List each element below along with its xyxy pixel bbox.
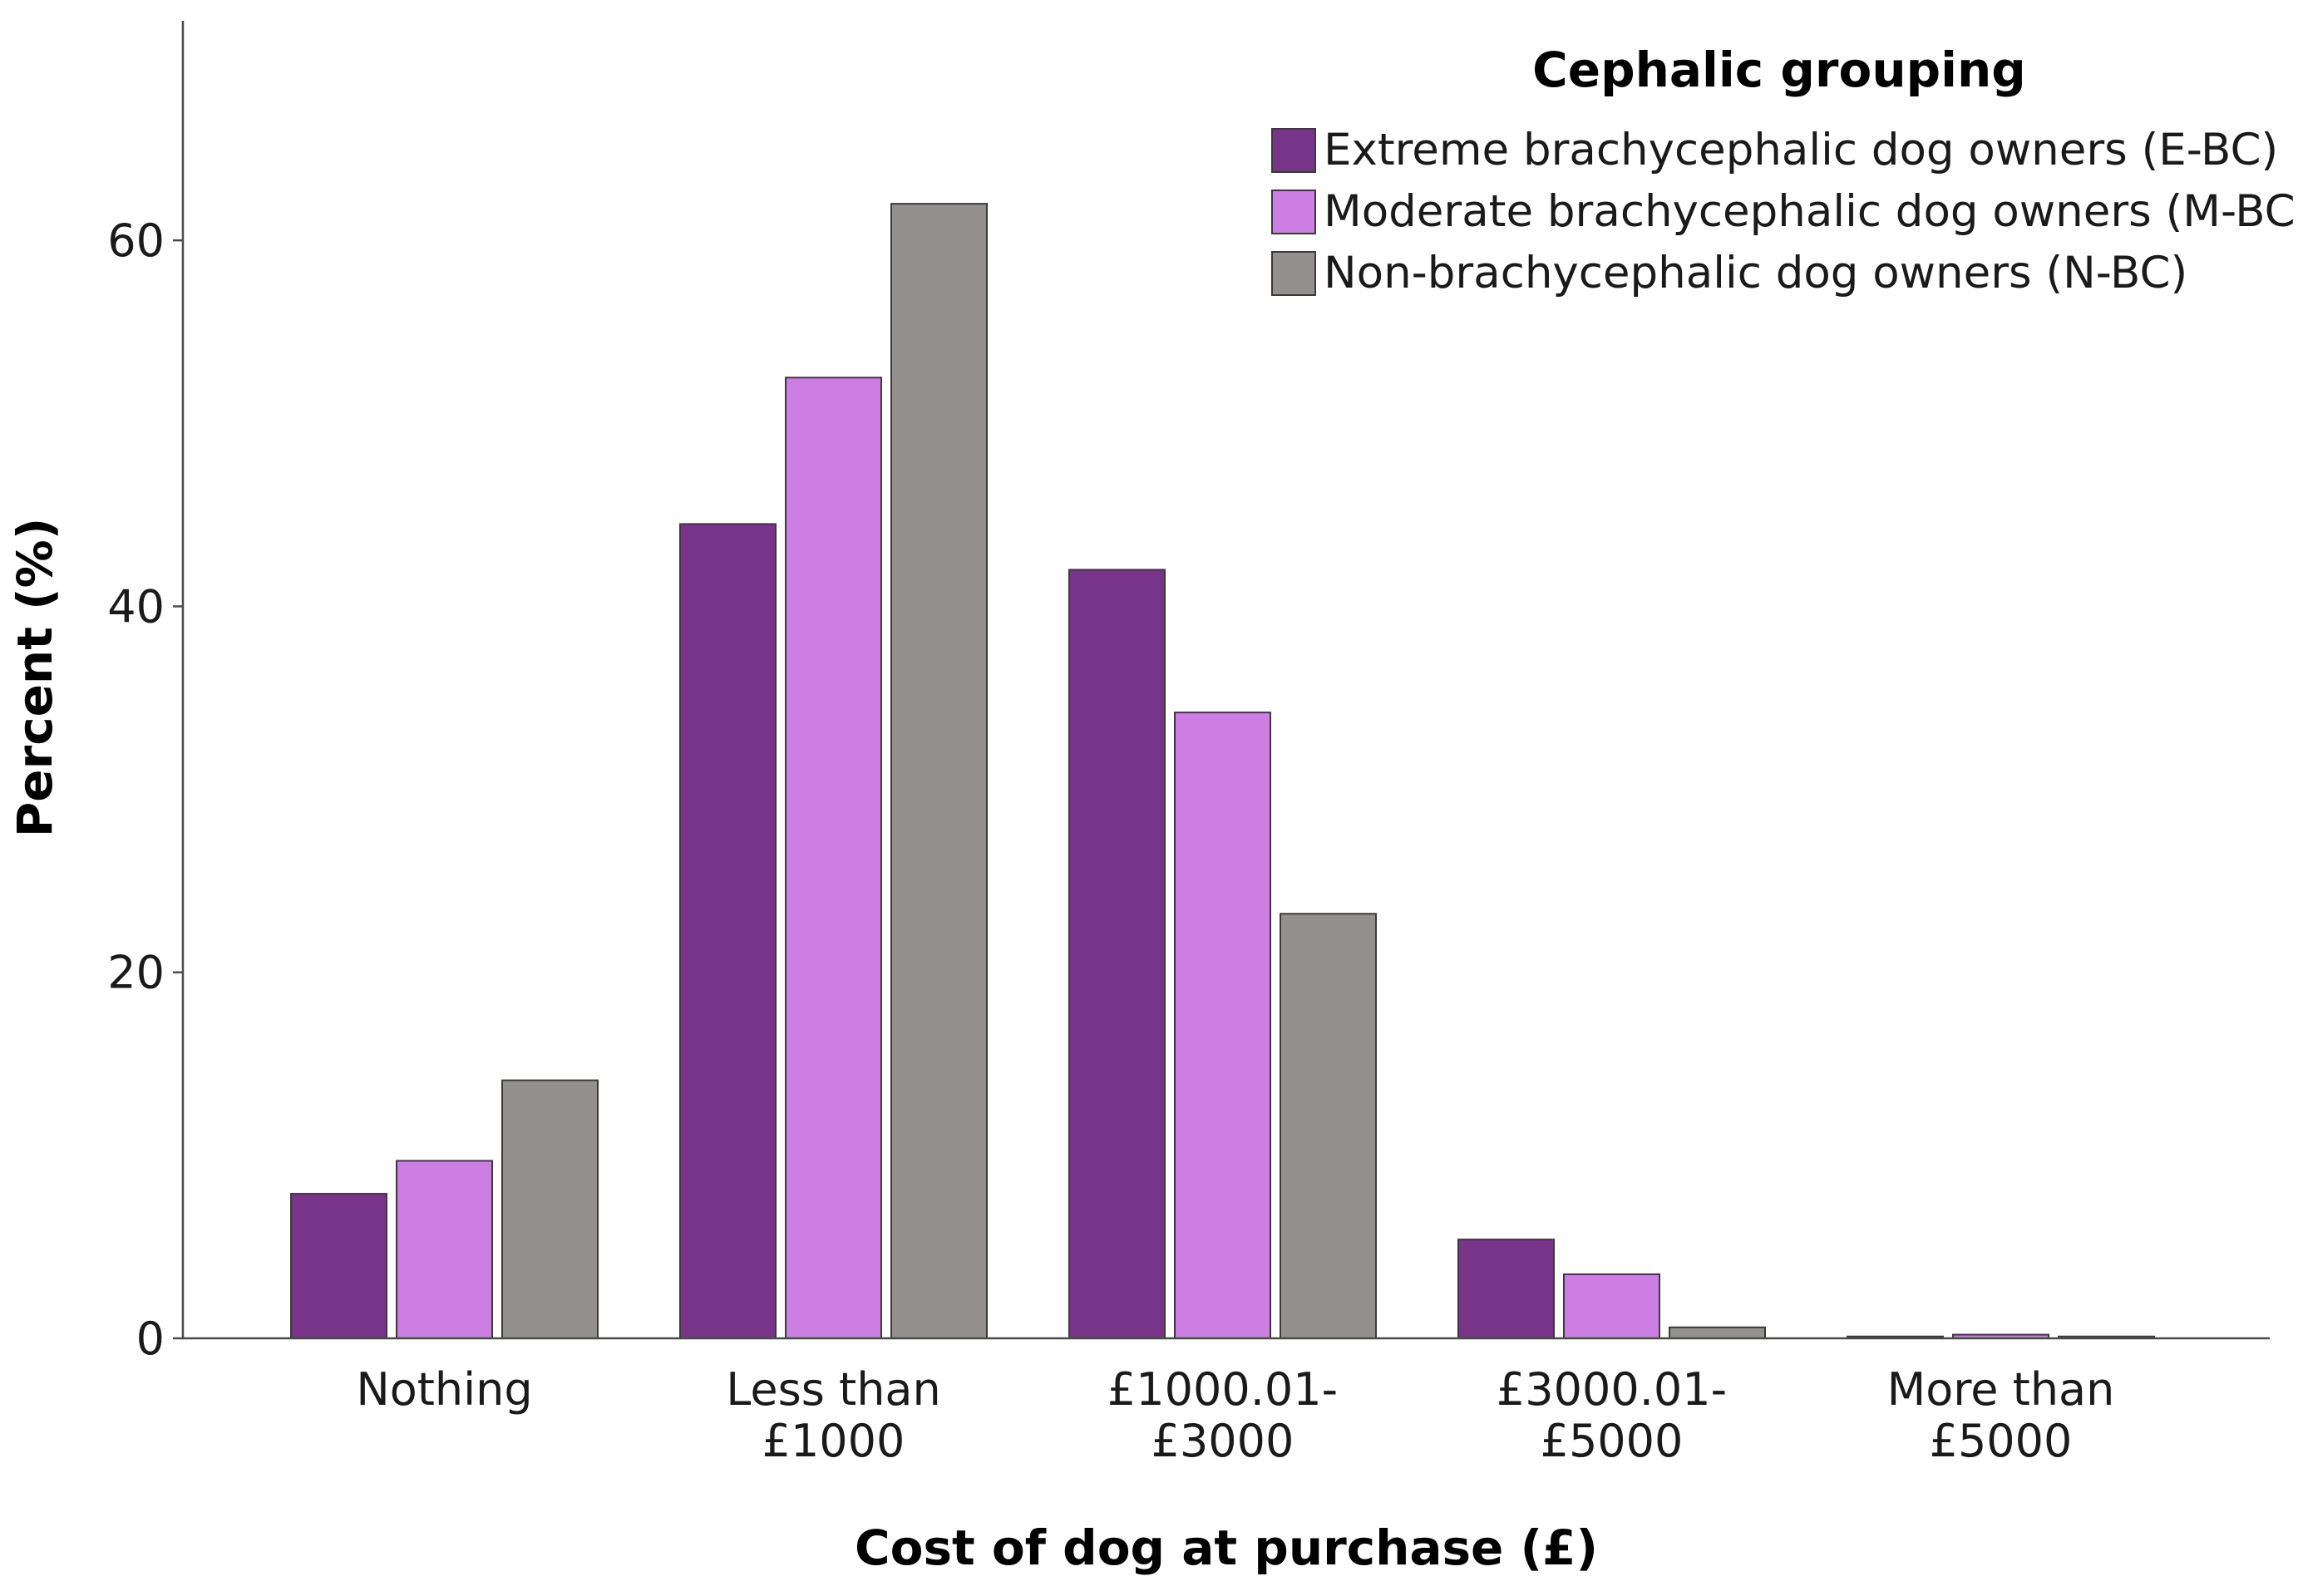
y-tick-label: 60 [107, 214, 165, 267]
legend-label: Extreme brachycephalic dog owners (E-BC) [1324, 125, 2278, 175]
x-tick-label: £3000.01-£5000 [1497, 1363, 1727, 1467]
x-axis-title: Cost of dog at purchase (£) [855, 1520, 1598, 1576]
y-axis-title: Percent (%) [7, 518, 63, 838]
bar [1280, 913, 1377, 1340]
legend-swatch [1271, 251, 1316, 296]
y-tick-label: 0 [136, 1313, 165, 1365]
bar [1174, 712, 1271, 1339]
x-tick-label-line: More than [1887, 1363, 2115, 1416]
bar [1068, 569, 1166, 1339]
bar [1563, 1273, 1660, 1340]
x-tick-label-line: Less than [726, 1363, 941, 1416]
x-tick-label-line: £5000 [1541, 1415, 1684, 1467]
legend-title: Cephalic grouping [1532, 42, 2026, 98]
x-tick-label-line: £3000 [1151, 1415, 1294, 1467]
y-tick-label: 40 [107, 580, 165, 633]
legend-swatch [1271, 128, 1316, 173]
x-tick-label-line: £1000.01- [1107, 1363, 1338, 1416]
x-tick-label: £1000.01-£3000 [1107, 1363, 1338, 1467]
bar [1457, 1239, 1555, 1339]
x-tick-label: More than £5000 [1887, 1363, 2115, 1467]
legend-label: Non-brachycephalic dog owners (N-BC) [1324, 248, 2187, 298]
bar [785, 377, 882, 1339]
bar [290, 1193, 387, 1340]
x-tick-label-line: £1000 [762, 1415, 905, 1467]
x-tick-label-line: £3000.01- [1497, 1363, 1727, 1416]
y-tick-label: 20 [107, 947, 165, 999]
bar [890, 203, 988, 1339]
x-tick-label-line: Nothing [356, 1363, 532, 1416]
x-tick-label: Nothing [356, 1363, 532, 1416]
bar [396, 1160, 493, 1340]
legend-label: Moderate brachycephalic dog owners (M-BC… [1324, 186, 2298, 237]
legend: Cephalic grouping Extreme brachycephalic… [1271, 42, 2298, 298]
x-ticks-group: Nothing Less than £1000£1000.01-£3000£3000… [356, 1363, 2114, 1467]
x-tick-label-line: £5000 [1930, 1415, 2073, 1467]
legend-swatch [1271, 190, 1316, 234]
bar [501, 1079, 599, 1339]
bars-group [290, 203, 2155, 1340]
bar [1669, 1326, 1766, 1339]
bar [679, 523, 777, 1339]
x-tick-label: Less than £1000 [726, 1363, 941, 1467]
y-ticks-group: 0 20 40 60 [107, 214, 183, 1365]
